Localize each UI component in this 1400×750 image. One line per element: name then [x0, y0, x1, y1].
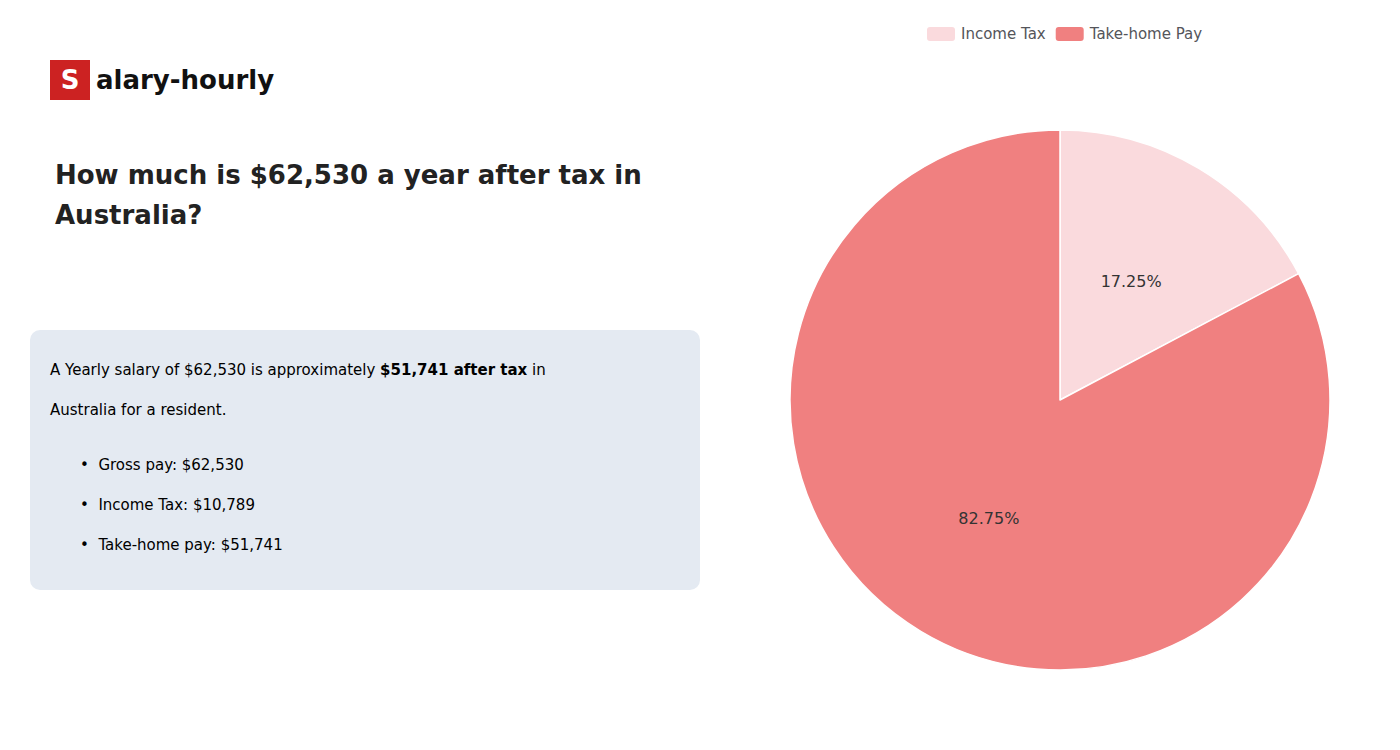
svg-text:• Income Tax: $10,789: • Income Tax: $10,789 [80, 496, 255, 514]
svg-text:Income Tax: Income Tax [961, 25, 1046, 43]
svg-text:• Gross pay: $62,530: • Gross pay: $62,530 [80, 456, 244, 474]
svg-text:$51,741 after tax: $51,741 after tax [380, 361, 527, 379]
svg-text:A Yearly salary of $62,530 is: A Yearly salary of $62,530 is approximat… [50, 361, 380, 379]
svg-text:17.25%: 17.25% [1101, 272, 1162, 291]
svg-text:Australia for a resident.: Australia for a resident. [50, 401, 226, 419]
svg-text:Australia?: Australia? [55, 200, 202, 230]
svg-text:82.75%: 82.75% [958, 509, 1019, 528]
svg-text:S: S [61, 65, 80, 95]
svg-text:in: in [527, 361, 545, 379]
svg-text:alary-hourly: alary-hourly [96, 65, 274, 95]
svg-text:How much is $62,530 a year aft: How much is $62,530 a year after tax in [55, 160, 651, 190]
svg-text:• Take-home pay: $51,741: • Take-home pay: $51,741 [80, 536, 283, 554]
svg-text:Take-home Pay: Take-home Pay [1089, 25, 1203, 43]
